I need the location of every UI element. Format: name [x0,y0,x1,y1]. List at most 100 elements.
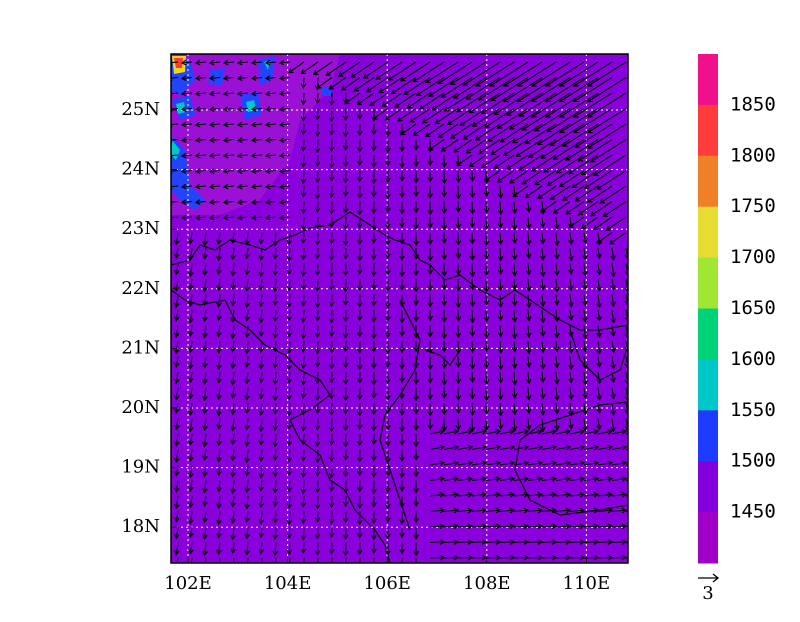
wind-vector [202,278,208,293]
wind-vector [342,433,349,448]
wind-vector [483,387,490,402]
colorbar-label: 1600 [730,348,776,370]
wind-vector [457,460,474,467]
wind-vector [258,371,265,384]
wind-vector [272,263,279,277]
wind-vector [509,170,529,184]
wind-vector [314,92,321,105]
wind-vector [569,460,586,467]
wind-vector [610,309,617,324]
wind-vector [370,526,377,541]
wind-vector [596,263,602,276]
wind-vector [469,232,476,245]
wind-vector [512,123,543,144]
wind-vector [328,216,335,229]
wind-vector [250,152,263,159]
wind-vector [356,263,363,275]
wind-vector [258,278,265,291]
wind-vector [455,309,462,322]
wind-vector [441,371,448,386]
wind-vector [236,152,249,159]
wind-vector [413,542,419,557]
wind-vector [455,356,462,368]
wind-vector [385,185,391,200]
wind-vector [580,216,599,230]
wind-vector [188,480,194,492]
wind-vector [218,557,221,563]
wind-vector [236,168,249,174]
wind-vector [286,449,293,463]
wind-vector [597,460,614,467]
wind-vector [610,247,617,261]
wind-vector [555,476,572,482]
wind-vector [230,247,236,261]
wind-vector [230,526,236,541]
wind-vector [264,90,277,97]
wind-vector [596,232,613,244]
wind-vector [455,263,462,276]
wind-vector [286,418,293,430]
wind-vector [174,356,180,368]
colorbar-label: 1450 [730,501,776,523]
wind-vector [287,61,305,74]
wind-vector [272,232,279,247]
wind-vector [188,325,194,337]
wind-vector [244,294,250,309]
wind-vector [328,294,335,308]
wind-vector [286,542,293,556]
wind-vector [194,199,207,205]
wind-vector [314,340,321,355]
wind-vector [485,460,502,467]
wind-vector [278,214,291,221]
wind-vector [370,340,377,353]
wind-vector [171,168,179,174]
wind-vector [278,75,291,81]
wind-vector [399,464,405,479]
wind-vector [497,402,504,417]
wind-vector [610,325,616,337]
wind-vector [216,464,222,477]
wind-vector [515,139,543,157]
wind-vector [413,511,419,524]
wind-vector [583,429,600,435]
wind-vector [413,232,419,247]
wind-vector [258,526,265,539]
wind-vector [328,387,335,400]
wind-vector [342,201,349,214]
wind-vector [194,214,207,221]
wind-vector [244,542,251,556]
wind-vector [582,309,588,323]
wind-vector [244,309,251,322]
wind-vector [216,526,222,539]
wind-vector [272,433,279,448]
wind-vector [413,356,419,369]
wind-vector [216,495,222,509]
wind-vector [264,214,277,221]
wind-vector [399,371,405,384]
wind-vector [289,557,291,563]
wind-vector [555,507,572,514]
wind-vector [569,444,586,451]
wind-vector [525,356,532,368]
wind-vector [173,449,180,464]
wind-vector [431,92,459,111]
wind-vector [583,507,600,514]
wind-vector [171,183,179,190]
wind-vector [469,247,476,261]
wind-vector [539,402,546,416]
wind-vector [300,123,307,136]
wind-vector [188,294,194,308]
wind-vector [597,444,614,451]
wind-vector [356,526,363,539]
wind-vector [511,371,518,386]
wind-vector [443,523,460,530]
wind-vector [202,247,208,260]
wind-vector [180,137,193,143]
wind-vector [370,170,377,185]
axis-labels: 25N 24N 23N 22N 21N 20N 19N 18N 102E 104E 106E 108E… [121,99,610,594]
wind-vector [222,199,235,205]
wind-vector [250,214,263,221]
wind-vector [272,418,279,432]
wind-vector [602,201,627,218]
wind-vector [314,185,321,200]
